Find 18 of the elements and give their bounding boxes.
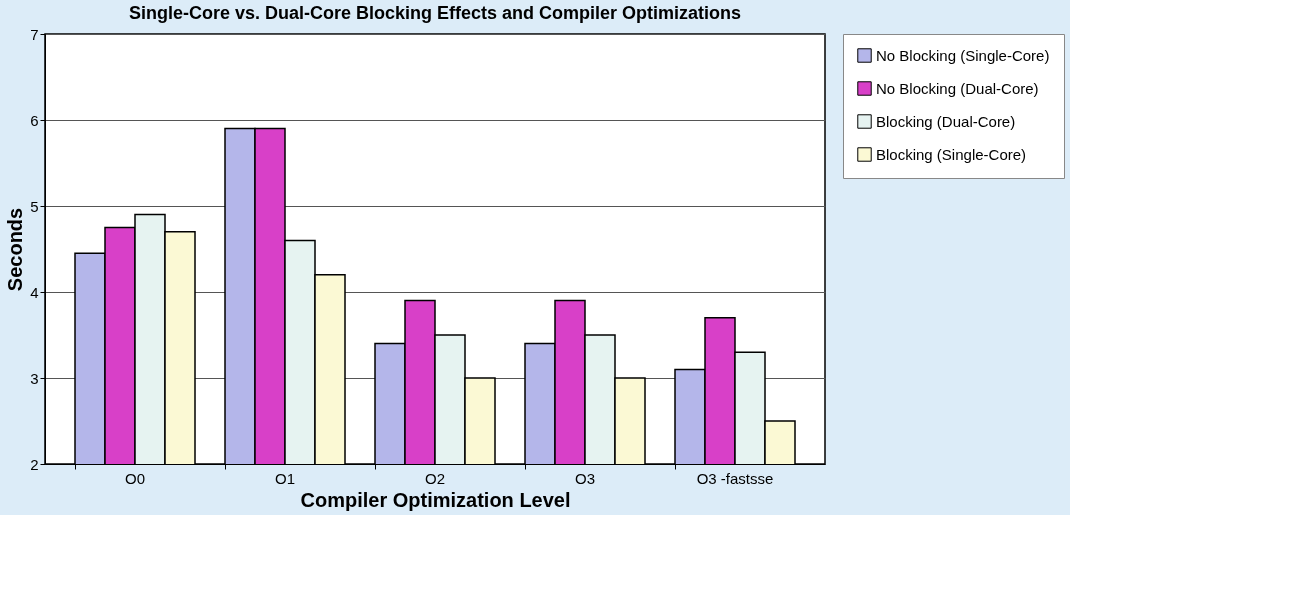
x-tick-label: O3 -fastsse	[696, 469, 774, 487]
y-tick-label: 7	[30, 25, 39, 43]
y-tick-label: 6	[30, 111, 39, 129]
x-tick-label: O0	[124, 469, 146, 487]
legend-label: Blocking (Single-Core)	[876, 145, 1027, 163]
legend-label: No Blocking (Single-Core)	[876, 46, 1050, 64]
x-tick-label: O2	[424, 469, 446, 487]
y-tick-label: 3	[30, 369, 39, 387]
chart-title: Single-Core vs. Dual-Core Blocking Effects and Compiler Optimizations	[128, 3, 742, 23]
x-axis-title: Compiler Optimization Level	[300, 488, 571, 511]
legend-label: No Blocking (Dual-Core)	[876, 79, 1039, 97]
x-tick-label: O3	[574, 469, 596, 487]
y-tick-label: 2	[30, 455, 39, 473]
legend-label: Blocking (Dual-Core)	[876, 112, 1016, 130]
x-tick-label: O1	[274, 469, 296, 487]
y-tick-label: 5	[30, 197, 39, 215]
y-axis-title: Seconds	[4, 207, 27, 292]
y-tick-label: 4	[30, 283, 39, 301]
